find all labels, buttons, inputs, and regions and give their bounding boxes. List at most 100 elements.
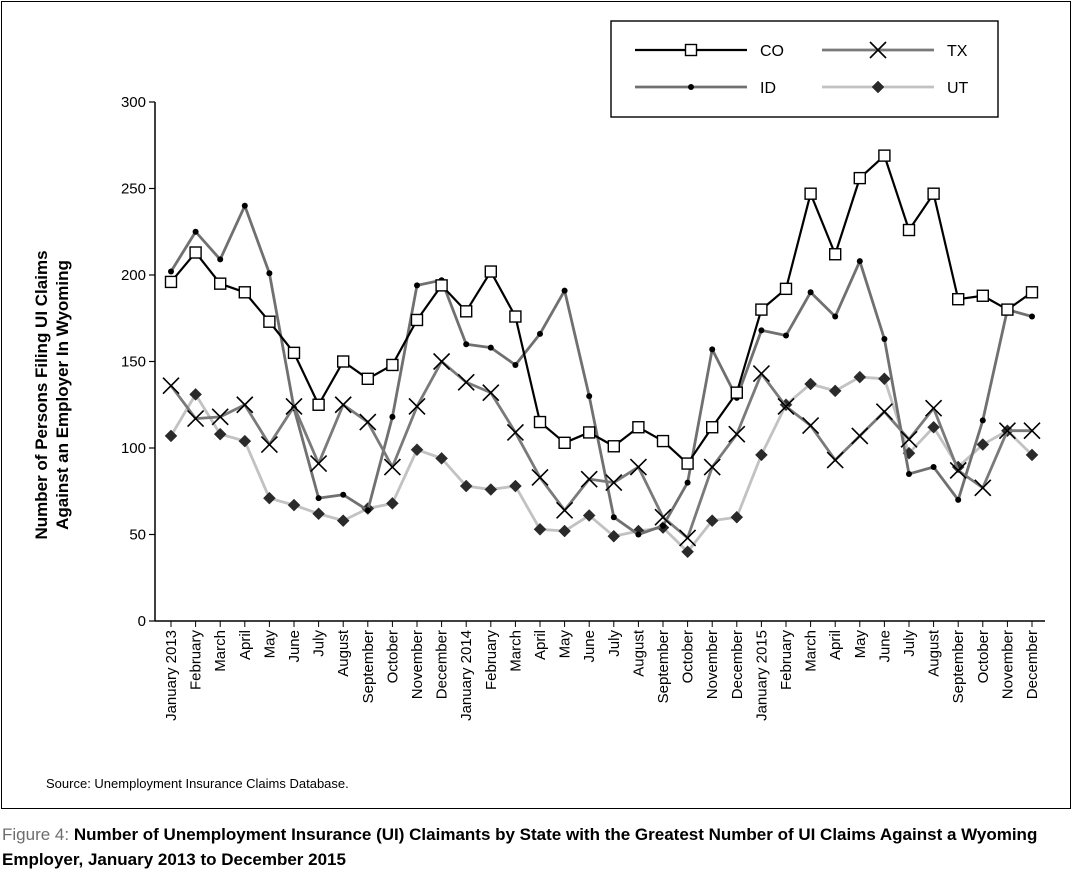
data-point-id — [930, 464, 937, 471]
data-point-co — [583, 426, 596, 439]
x-tick-label: January 2014 — [458, 630, 475, 721]
y-axis-title: Number of Persons Filing UI Claims Agains… — [32, 250, 72, 539]
y-tick-label: 0 — [138, 613, 146, 630]
x-tick-label: November — [409, 630, 426, 699]
x-marker-stroke — [802, 416, 820, 435]
x-tick-label: February — [778, 630, 795, 691]
x-tick-label: October — [384, 630, 401, 683]
data-point-ut — [927, 420, 940, 434]
x-marker-stroke — [260, 435, 278, 454]
data-point-id — [266, 270, 273, 277]
data-point-id — [389, 413, 396, 420]
source-note: Source: Unemployment Insurance Claims Da… — [46, 776, 349, 791]
x-marker-stroke — [998, 422, 1016, 440]
x-tick-label: April — [532, 630, 549, 660]
data-point-co — [312, 398, 325, 411]
data-point-tx — [162, 377, 180, 395]
data-point-co — [1025, 286, 1039, 299]
y-tick-label: 200 — [121, 267, 146, 284]
x-tick-label: March — [803, 630, 820, 672]
legend-item-tx: TX — [822, 41, 968, 60]
figure-caption: Figure 4: Number of Unemployment Insuran… — [2, 822, 1070, 872]
data-point-id — [832, 313, 839, 320]
x-marker-stroke — [531, 468, 549, 486]
data-point-id — [1029, 313, 1035, 320]
data-point-ut — [755, 448, 768, 462]
data-point-id — [487, 344, 494, 351]
data-point-id — [512, 361, 519, 368]
data-point-co — [533, 415, 547, 429]
x-marker-stroke — [654, 508, 672, 526]
x-tick-label: December — [729, 630, 746, 699]
x-marker-stroke — [728, 425, 746, 443]
data-point-ut — [828, 384, 842, 398]
legend-item-id: ID — [635, 80, 776, 97]
data-point-tx — [285, 397, 303, 416]
data-point-co — [558, 436, 571, 450]
data-point-co — [656, 434, 670, 448]
figure-title: Number of Unemployment Insurance (UI) Cl… — [2, 825, 1038, 869]
data-point-tx — [482, 384, 500, 402]
y-tick-label: 150 — [121, 354, 146, 371]
data-point-tx — [260, 435, 278, 454]
x-marker-stroke — [359, 413, 377, 431]
x-tick-label: January 2015 — [753, 630, 770, 721]
x-marker-stroke — [752, 365, 770, 383]
data-point-id — [168, 268, 174, 275]
data-point-co — [779, 282, 793, 296]
data-point-tx — [826, 451, 844, 469]
x-tick-label: December — [1024, 630, 1041, 699]
data-point-co — [164, 275, 178, 289]
data-point-tx — [457, 373, 475, 391]
x-tick-label: July — [606, 630, 623, 657]
x-tick-label: August — [926, 629, 943, 677]
data-point-tx — [728, 425, 746, 443]
x-tick-label: February — [483, 630, 500, 691]
data-point-ut — [410, 443, 424, 457]
data-point-ut — [189, 388, 202, 401]
data-point-tx — [654, 508, 672, 526]
legend-marker-co — [684, 43, 698, 57]
y-tick-label: 300 — [121, 94, 146, 111]
data-point-tx — [383, 458, 401, 476]
data-point-ut — [681, 545, 694, 559]
data-point-id — [610, 514, 617, 521]
x-tick-label: June — [286, 630, 303, 663]
x-marker-stroke — [851, 427, 869, 445]
data-point-co — [902, 223, 916, 237]
x-marker-stroke — [334, 396, 352, 414]
data-point-id — [315, 495, 322, 502]
data-point-id — [660, 522, 666, 529]
data-point-ut — [238, 434, 252, 448]
data-point-tx — [359, 413, 377, 431]
x-marker-stroke — [162, 377, 180, 395]
data-point-tx — [211, 408, 229, 426]
y-tick-label: 100 — [121, 440, 146, 457]
data-point-tx — [433, 352, 451, 371]
chart-frame — [1, 1, 1071, 809]
data-point-tx — [580, 470, 598, 488]
data-point-co — [829, 248, 842, 261]
series-tx — [162, 352, 1041, 547]
figure-label: Figure 4: — [2, 825, 70, 844]
data-point-co — [361, 372, 374, 385]
x-tick-label: May — [852, 630, 869, 659]
x-tick-label: October — [680, 630, 697, 683]
data-point-tx — [408, 397, 426, 416]
x-marker-stroke — [187, 410, 205, 428]
data-point-tx — [752, 365, 770, 383]
x-marker-stroke — [433, 352, 451, 371]
data-point-ut — [705, 514, 719, 528]
x-marker-stroke — [457, 373, 475, 391]
data-point-tx — [236, 396, 254, 414]
data-point-tx — [925, 399, 943, 417]
data-point-tx — [334, 396, 352, 414]
data-point-id — [709, 346, 716, 353]
data-point-co — [632, 421, 645, 434]
x-marker-stroke — [869, 41, 887, 59]
x-tick-label: October — [975, 630, 992, 683]
data-point-co — [435, 279, 448, 292]
data-point-id — [463, 341, 470, 348]
data-point-co — [755, 303, 768, 316]
data-point-ut — [336, 514, 350, 528]
